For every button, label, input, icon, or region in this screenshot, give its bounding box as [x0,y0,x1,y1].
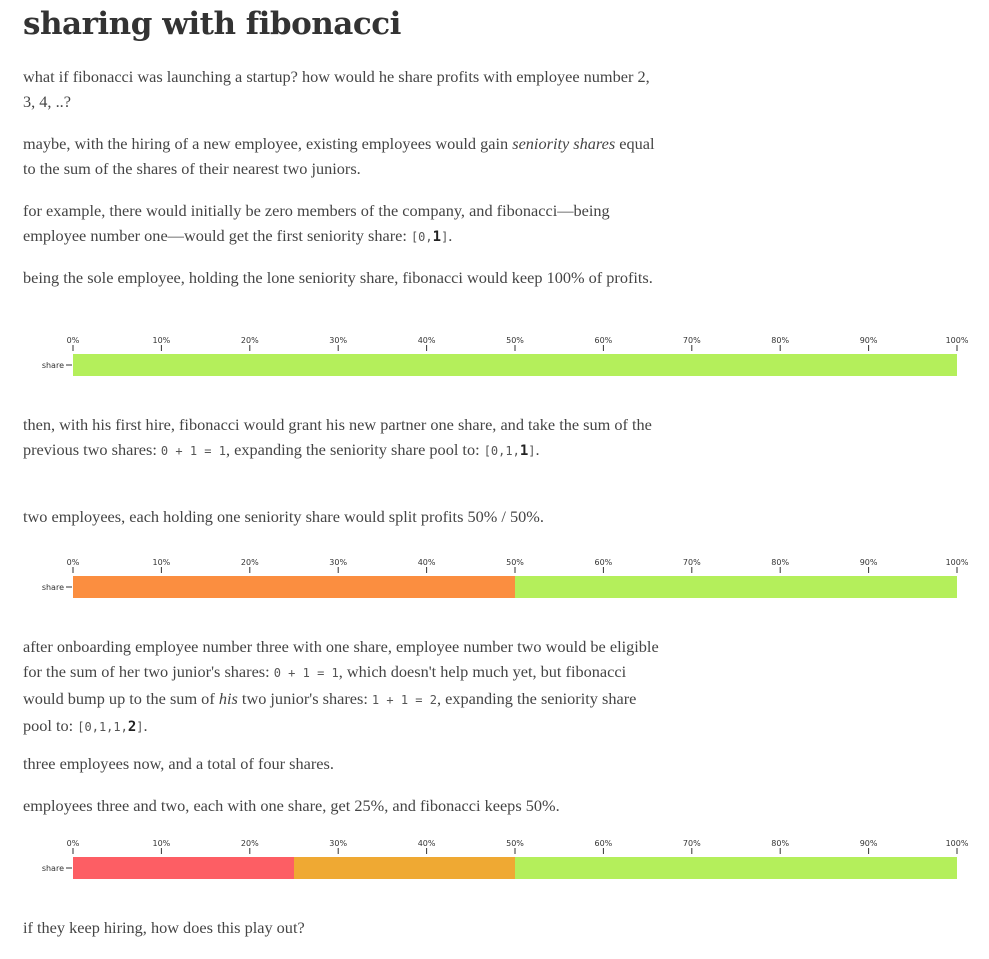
x-tick-label: 60% [595,558,613,567]
step3-paragraph-2: three employees now, and a total of four… [23,754,334,773]
share-pool-code: [0,1,1] [483,443,536,459]
x-tick-label: 50% [506,336,524,345]
y-category-label: share [42,583,64,592]
x-tick-label: 90% [860,839,878,848]
chart-svg: 0% 10% 20% 30% 40% 50% 60% 70% 80% 90% 100% share [42,839,969,879]
x-tick-label: 70% [683,558,701,567]
x-tick-label: 30% [329,336,347,345]
y-category-label: share [42,361,64,370]
share-bar-segment-3 [515,857,957,879]
x-tick-label: 90% [860,336,878,345]
x-tick-label: 80% [771,336,789,345]
x-tick-label: 70% [683,839,701,848]
share-bar-segment-1 [73,857,294,879]
x-tick-label: 30% [329,839,347,848]
step2-paragraph-2: two employees, each holding one seniorit… [23,507,544,526]
x-tick-label: 20% [241,336,259,345]
page-title: sharing with fibonacci [23,6,401,42]
x-tick-label: 10% [153,336,171,345]
share-chart-3: 0% 10% 20% 30% 40% 50% 60% 70% 80% 90% 100% share [0,836,989,886]
outro-paragraph: if they keep hiring, how does this play … [23,918,305,937]
x-tick-label: 50% [506,558,524,567]
x-tick-label: 0% [67,336,80,345]
chart-svg: 0% 10% 20% 30% 40% 50% 60% 70% 80% 90% 100% share [42,336,969,376]
step3-paragraph-1: after onboarding employee number three w… [23,637,659,735]
intro-paragraph-3: for example, there would initially be ze… [23,201,610,245]
x-tick-label: 10% [153,839,171,848]
chart-svg: 0% 10% 20% 30% 40% 50% 60% 70% 80% 90% 100% share [42,558,969,598]
share-bar-segment-2 [294,857,515,879]
x-tick-label: 70% [683,336,701,345]
x-tick-label: 40% [418,558,436,567]
x-tick-label: 20% [241,558,259,567]
share-bar-segment-2 [515,576,957,598]
x-tick-label: 80% [771,558,789,567]
x-tick-label: 40% [418,839,436,848]
step3-paragraph-3: employees three and two, each with one s… [23,796,560,815]
x-tick-label: 100% [946,839,969,848]
x-tick-label: 0% [67,558,80,567]
x-tick-label: 80% [771,839,789,848]
x-tick-label: 10% [153,558,171,567]
share-chart-1: 0% 10% 20% 30% 40% 50% 60% 70% 80% 90% 100% share [0,333,989,383]
x-tick-label: 60% [595,839,613,848]
share-bar-segment-1 [73,576,515,598]
x-tick-label: 90% [860,558,878,567]
share-chart-2: 0% 10% 20% 30% 40% 50% 60% 70% 80% 90% 100% share [0,555,989,605]
share-pool-code: [0,1] [410,229,449,245]
x-tick-label: 0% [67,839,80,848]
share-pool-code: [0,1,1,2] [77,719,144,735]
x-tick-label: 100% [946,336,969,345]
x-tick-label: 30% [329,558,347,567]
x-tick-label: 40% [418,336,436,345]
intro-paragraph-2: maybe, with the hiring of a new employee… [23,134,655,178]
share-bar-segment-1 [73,354,957,376]
x-tick-label: 100% [946,558,969,567]
x-tick-label: 60% [595,336,613,345]
y-category-label: share [42,864,64,873]
step2-paragraph-1: then, with his first hire, fibonacci wou… [23,415,652,459]
x-tick-label: 50% [506,839,524,848]
intro-paragraph-1: what if fibonacci was launching a startu… [23,67,650,111]
x-tick-label: 20% [241,839,259,848]
intro-paragraph-4: being the sole employee, holding the lon… [23,268,653,287]
